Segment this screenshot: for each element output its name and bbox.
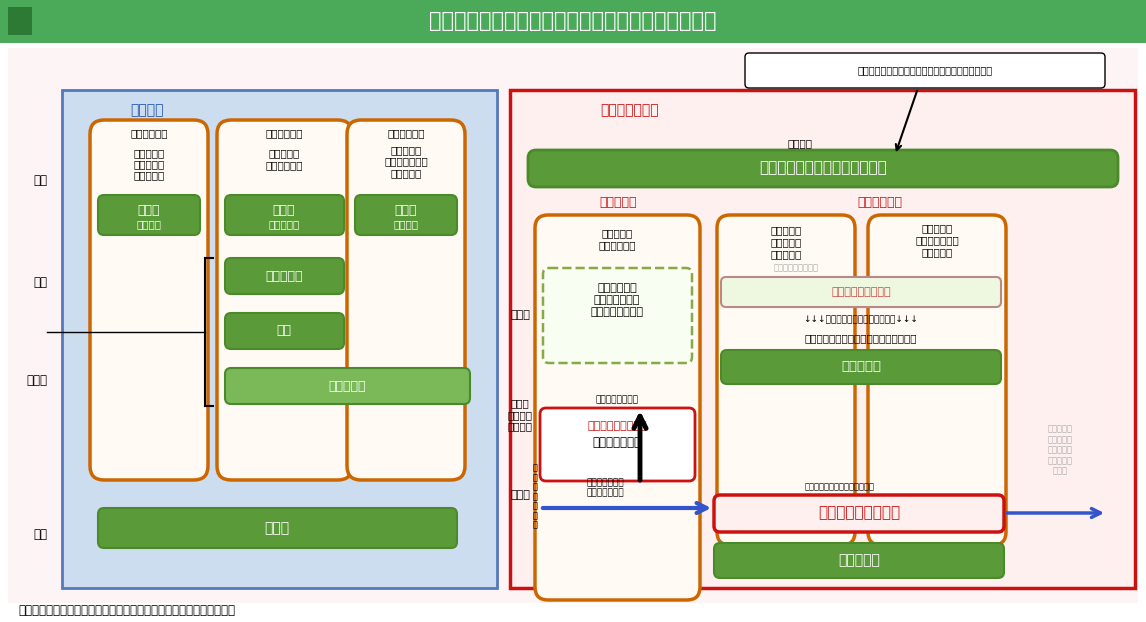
Text: 常時委員＋専門委員＋臨時委員: 常時委員＋専門委員＋臨時委員 xyxy=(804,483,876,491)
Text: 火山活動評価: 火山活動評価 xyxy=(598,240,636,250)
Text: （任務２）: （任務２） xyxy=(602,228,633,238)
FancyBboxPatch shape xyxy=(535,215,700,600)
FancyBboxPatch shape xyxy=(714,543,1004,578)
FancyBboxPatch shape xyxy=(868,215,1006,545)
FancyBboxPatch shape xyxy=(540,408,694,481)
Text: （左）令和４年度までの体制、（右）令和５年度からの当面の体制。: （左）令和４年度までの体制、（右）令和５年度からの当面の体制。 xyxy=(18,603,235,616)
Text: 火山活動評価検討会: 火山活動評価検討会 xyxy=(587,421,646,431)
Text: 火山噴火予知連絡会（定例会）: 火山噴火予知連絡会（定例会） xyxy=(759,160,887,175)
Text: 研究等成果: 研究等成果 xyxy=(133,159,165,169)
Text: 価: 価 xyxy=(533,473,537,482)
FancyBboxPatch shape xyxy=(721,350,1000,384)
Text: 緊急時: 緊急時 xyxy=(510,490,529,500)
Text: 主体: 主体 xyxy=(33,174,47,187)
Text: 平時: 平時 xyxy=(33,529,47,542)
Text: 部会: 部会 xyxy=(276,325,291,338)
Text: 気象庁＋専門委員: 気象庁＋専門委員 xyxy=(596,396,638,404)
Text: 総合観測班: 総合観測班 xyxy=(328,379,366,392)
Text: 調査観測班: 調査観測班 xyxy=(841,361,881,373)
Text: 評: 評 xyxy=(533,463,537,473)
FancyBboxPatch shape xyxy=(355,195,457,235)
Text: 平常時: 平常時 xyxy=(510,310,529,320)
FancyBboxPatch shape xyxy=(721,277,1000,307)
Text: 令和５年度からの当面の火山噴火予知連絡会の体制: 令和５年度からの当面の火山噴火予知連絡会の体制 xyxy=(430,11,716,31)
Text: 臨時の地域会合: 臨時の地域会合 xyxy=(592,437,642,450)
Text: の情報交換: の情報交換 xyxy=(133,170,165,180)
Text: 主: 主 xyxy=(533,483,537,491)
Text: （定例）: （定例） xyxy=(136,219,162,229)
Text: 【現状】: 【現状】 xyxy=(129,103,164,117)
FancyBboxPatch shape xyxy=(225,368,470,404)
Text: 整備の検討: 整備の検討 xyxy=(921,247,952,257)
FancyBboxPatch shape xyxy=(717,215,855,545)
Bar xyxy=(8,7,32,35)
Text: 常時委員: 常時委員 xyxy=(787,138,813,148)
Text: （任務３）: （任務３） xyxy=(921,223,952,233)
Text: 総合観測班: 総合観測班 xyxy=(838,553,880,567)
Text: 【当面の体制】: 【当面の体制】 xyxy=(601,103,659,117)
Text: （定例会）: （定例会） xyxy=(268,219,299,229)
Text: 検討状況により
評価主体を返還: 検討状況により 評価主体を返還 xyxy=(587,478,623,498)
FancyBboxPatch shape xyxy=(528,150,1118,187)
FancyBboxPatch shape xyxy=(225,258,344,294)
FancyBboxPatch shape xyxy=(91,120,209,480)
Text: （定例）: （定例） xyxy=(393,219,418,229)
FancyBboxPatch shape xyxy=(543,268,692,363)
Text: を: を xyxy=(533,501,537,511)
Text: 幹事会: 幹事会 xyxy=(138,203,160,216)
Text: 体: 体 xyxy=(533,492,537,501)
FancyBboxPatch shape xyxy=(714,495,1004,532)
Text: 異常時
（必要に
応じて）: 異常時 （必要に 応じて） xyxy=(508,399,533,432)
Text: 緊急時: 緊急時 xyxy=(26,373,47,386)
Text: 火山調査研究検討会: 火山調査研究検討会 xyxy=(831,287,890,297)
Text: 噴火災害特別委員会: 噴火災害特別委員会 xyxy=(818,506,900,521)
Text: （任務２）: （任務２） xyxy=(268,148,299,158)
Text: 行: 行 xyxy=(533,521,537,529)
Text: 幹事会: 幹事会 xyxy=(394,203,417,216)
Text: ＜幹事委員＞: ＜幹事委員＞ xyxy=(387,128,425,138)
FancyBboxPatch shape xyxy=(347,120,465,480)
Text: 検討会: 検討会 xyxy=(265,521,290,535)
FancyBboxPatch shape xyxy=(225,195,344,235)
Text: （任務１）: （任務１） xyxy=(770,225,801,235)
Text: 平時: 平時 xyxy=(33,276,47,289)
FancyBboxPatch shape xyxy=(217,120,352,480)
Text: 適宜情報交換
（定例会なし）
（全体会合なし）: 適宜情報交換 （定例会なし） （全体会合なし） xyxy=(590,284,644,317)
Text: （任務１）: （任務１） xyxy=(133,148,165,158)
Text: ＜常時委員＞: ＜常時委員＞ xyxy=(857,195,903,208)
FancyBboxPatch shape xyxy=(99,508,457,548)
Text: 拡大幹事会: 拡大幹事会 xyxy=(265,269,303,282)
Text: ＜委員全体＞: ＜委員全体＞ xyxy=(265,128,303,138)
Text: 研究等成果: 研究等成果 xyxy=(770,237,801,247)
FancyBboxPatch shape xyxy=(225,313,344,349)
Text: 本会議: 本会議 xyxy=(273,203,296,216)
Text: の情報交換: の情報交換 xyxy=(770,249,801,259)
Text: 移: 移 xyxy=(533,511,537,520)
Text: ＜幹事委員＞: ＜幹事委員＞ xyxy=(131,128,167,138)
Text: 整備の検討: 整備の検討 xyxy=(391,168,422,178)
Text: 常時委員＋専門委員: 常時委員＋専門委員 xyxy=(774,264,818,272)
Bar xyxy=(62,90,497,588)
Text: ↓↓↓まずは設置に向けた検討から↓↓↓: ↓↓↓まずは設置に向けた検討から↓↓↓ xyxy=(803,315,918,325)
Text: 研究・観測体制: 研究・観測体制 xyxy=(916,235,959,245)
Text: ３会議体の情報共有のため定期的に常時委員を招集: ３会議体の情報共有のため定期的に常時委員を招集 xyxy=(857,65,992,75)
Bar xyxy=(8,48,1138,603)
Text: 火山活動評価: 火山活動評価 xyxy=(265,160,303,170)
Bar xyxy=(510,90,1135,588)
FancyBboxPatch shape xyxy=(99,195,201,235)
Text: 当該火山の
検討チーム
が参画（検
討会活動開
始後）: 当該火山の 検討チーム が参画（検 討会活動開 始後） xyxy=(1047,425,1073,475)
FancyBboxPatch shape xyxy=(745,53,1105,88)
Text: （任務３）: （任務３） xyxy=(391,145,422,155)
Text: 研究・観測体制: 研究・観測体制 xyxy=(384,156,427,166)
Bar xyxy=(0,0,1146,43)
Text: 火山調査研究検討会設置に向けた準備会: 火山調査研究検討会設置に向けた準備会 xyxy=(804,333,917,343)
Text: ＜気象庁＞: ＜気象庁＞ xyxy=(599,195,637,208)
